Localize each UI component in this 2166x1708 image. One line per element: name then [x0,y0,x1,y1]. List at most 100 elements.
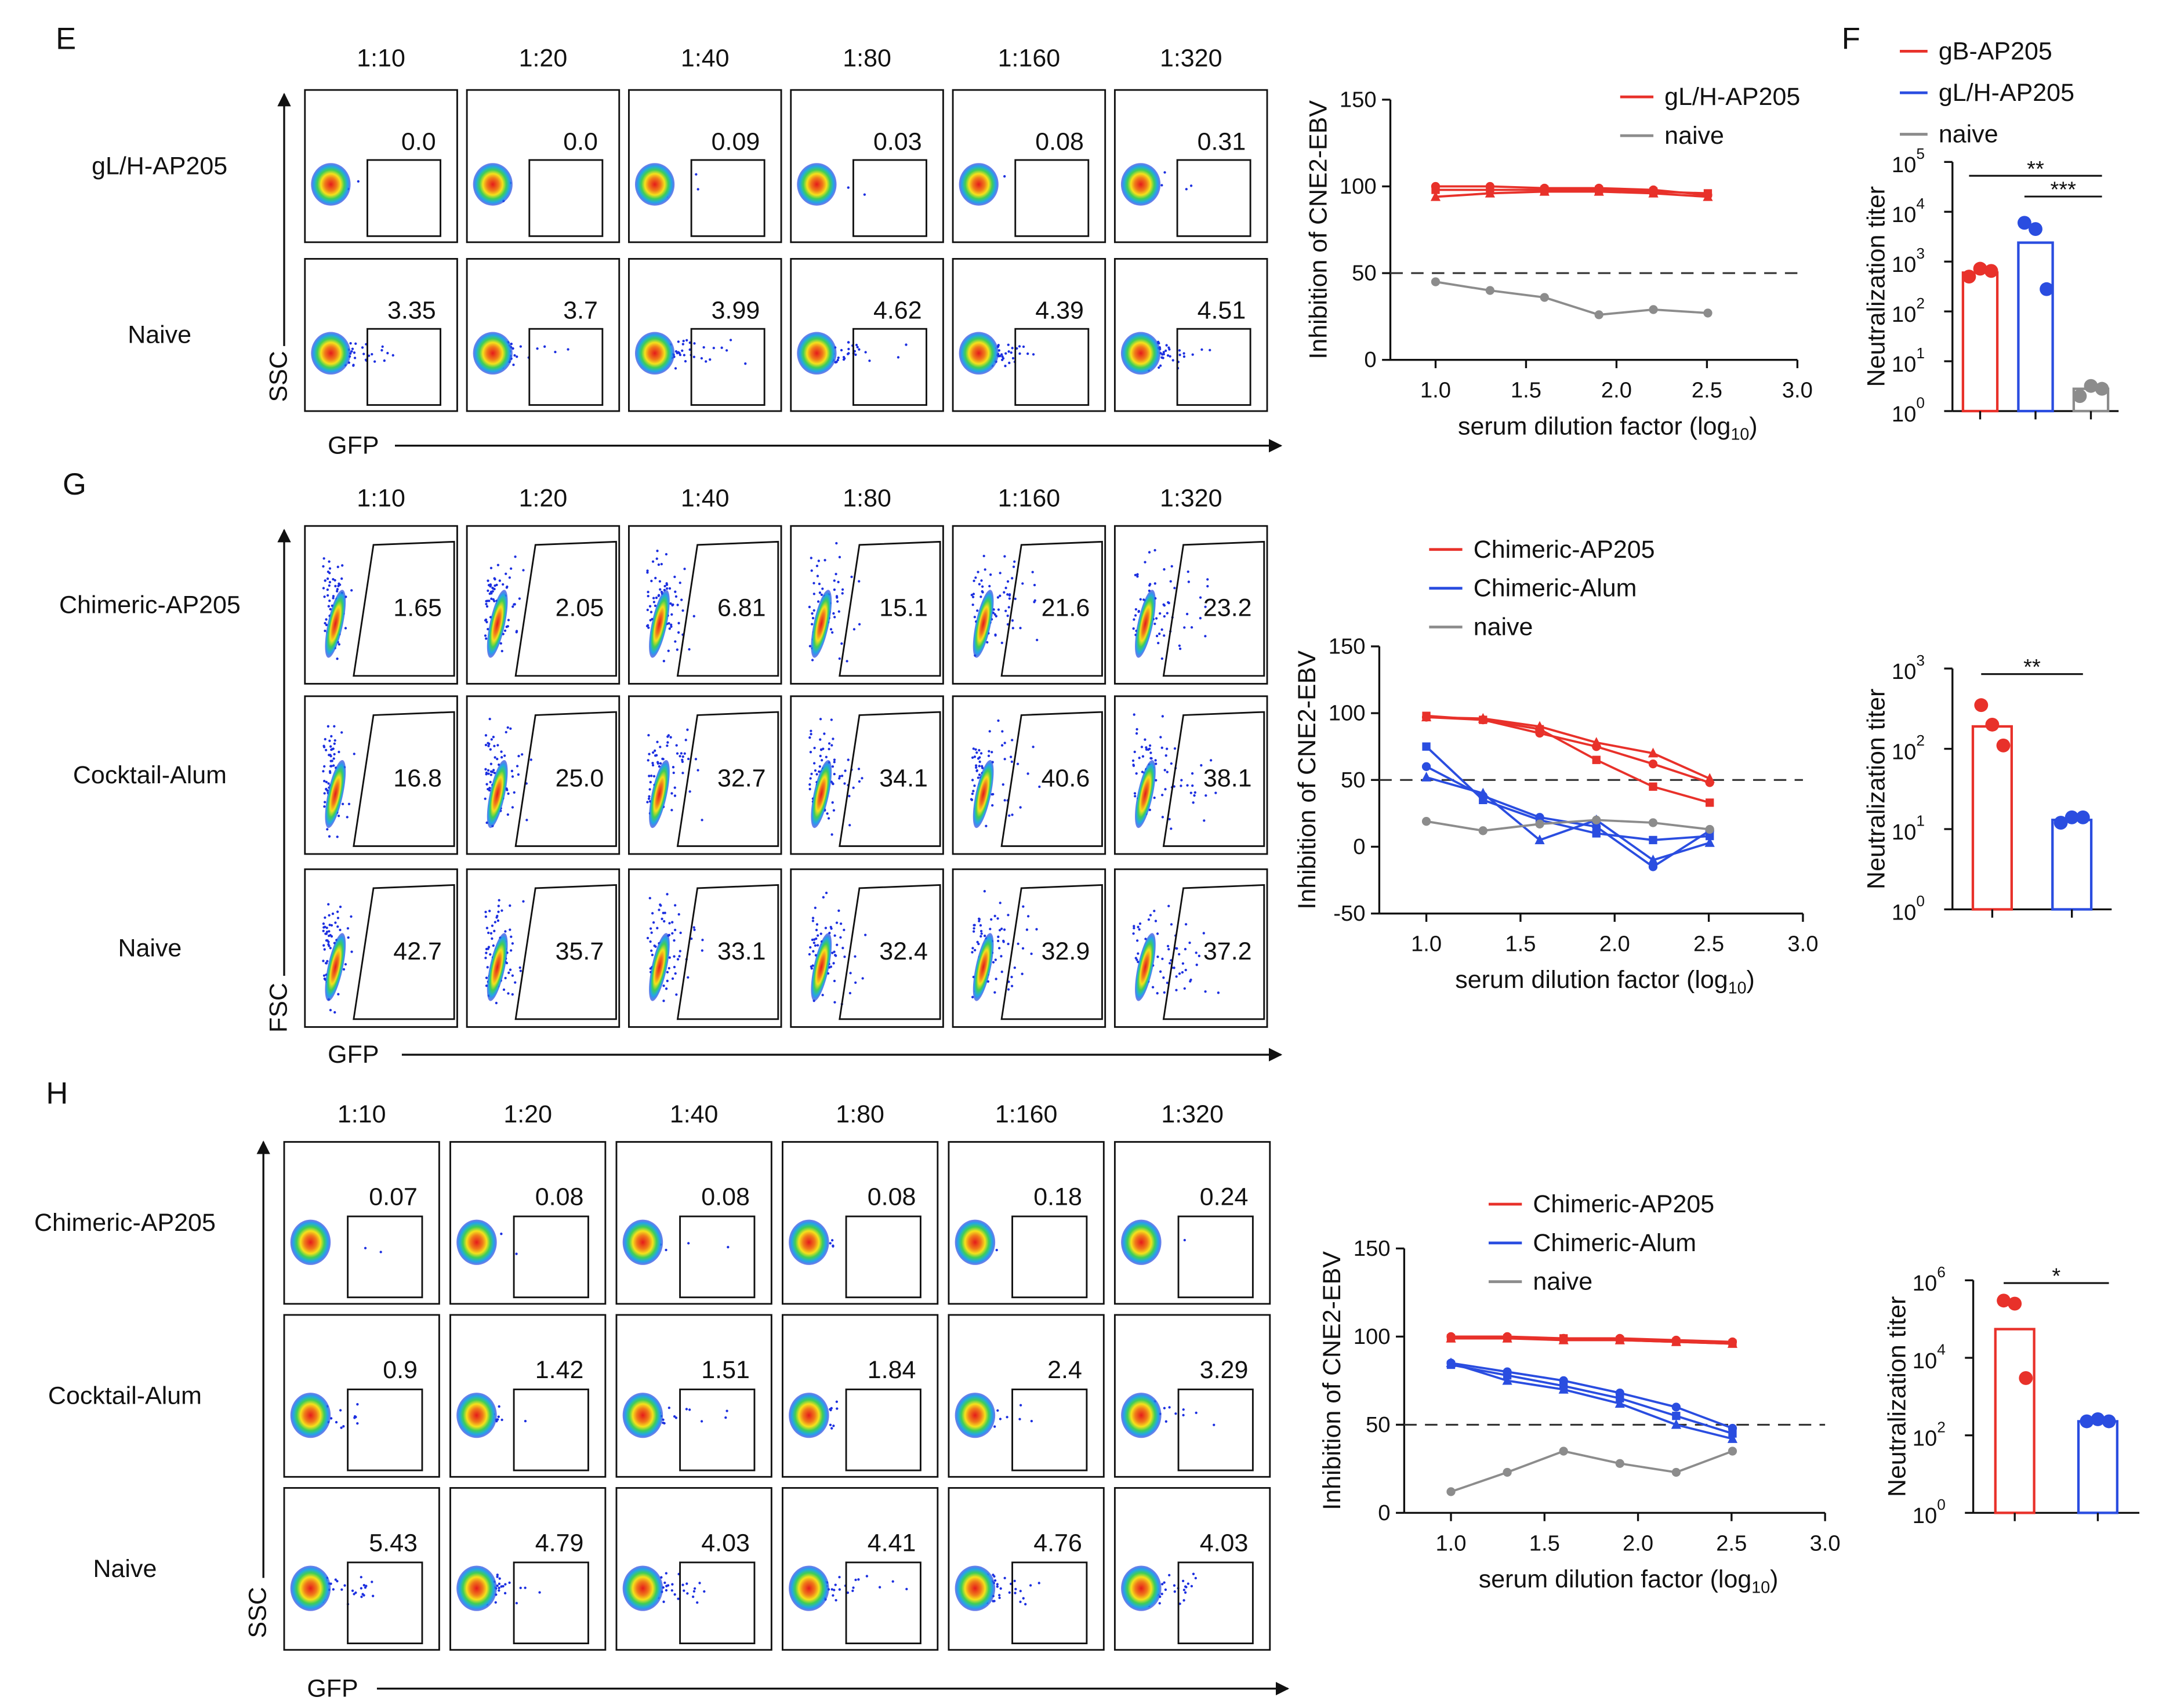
event-dot [497,910,500,913]
event-dot [654,576,657,580]
event-dot [685,339,688,342]
event-dot [1209,348,1211,352]
event-dot [498,1405,500,1408]
event-dot [681,755,684,758]
event-dot [1149,751,1152,754]
event-dot [325,623,328,627]
event-dot [500,1233,503,1235]
event-density [473,163,513,206]
flow-plot: 3.99 [628,258,782,412]
event-dot [693,928,696,931]
event-dot [324,622,326,625]
data-point [2091,1412,2105,1426]
event-dot [830,1427,833,1430]
event-dot [725,349,728,352]
gate-percent: 0.08 [701,1183,750,1211]
legend-label: gL/H-AP205 [1939,79,2074,107]
event-dot [841,592,844,595]
event-dot [1190,1585,1193,1588]
data-point [1706,798,1714,807]
event-dot [1162,351,1165,354]
event-dot [516,355,518,358]
event-dot [487,769,490,772]
event-dot [521,753,524,756]
event-dot [832,782,835,786]
y-tick-exponent: 0 [1916,892,1925,910]
event-dot [650,610,653,613]
event-dot [509,727,512,730]
row-label: Cocktail-Alum [48,1382,202,1410]
event-dot [488,717,491,721]
event-density [959,163,999,206]
event-dot [1000,971,1003,973]
data-point [1485,286,1495,295]
event-dot [979,929,983,933]
event-dot [847,341,850,344]
dilution-header: 1:80 [836,1100,884,1128]
gate-percent: 4.03 [701,1529,750,1557]
event-dot [322,744,325,747]
event-dot [676,604,679,606]
dilution-header: 1:10 [357,44,405,72]
event-dot [983,935,986,937]
event-dot [1160,657,1163,660]
event-dot [529,758,532,761]
event-dot [833,588,836,591]
event-dot [1018,345,1021,348]
event-dot [1032,746,1035,748]
event-dot [864,351,867,354]
event-density [797,163,837,206]
event-dot [693,1587,696,1590]
event-dot [327,940,330,943]
event-dot [342,1425,345,1428]
event-dot [670,792,673,795]
event-dot [524,1419,527,1423]
event-dot [727,1245,730,1249]
event-dot [673,786,676,789]
gate [1011,1215,1088,1299]
event-dot [1000,927,1003,931]
event-dot [973,616,977,619]
dilution-header: 1:20 [519,484,568,512]
event-dot [840,775,844,777]
event-dot [1159,970,1162,973]
event-dot [837,580,840,584]
flow-plot: 32.9 [952,868,1106,1028]
event-dot [1163,568,1166,571]
event-dot [978,748,981,752]
event-dot [511,942,514,945]
event-dot [1183,987,1186,990]
event-dot [703,1590,706,1593]
gate [513,1389,589,1471]
event-dot [686,1592,689,1595]
event-dot [1167,948,1170,951]
event-dot [665,1248,667,1252]
event-dot [1148,808,1151,812]
event-dot [1160,1593,1163,1596]
event-dot [998,929,1002,932]
y-tick-label: 150 [1340,87,1377,112]
x-axis-title-text: serum dilution factor (log [1458,412,1730,440]
event-dot [1153,548,1156,552]
flow-plot: 4.41 [782,1487,939,1651]
event-dot [1008,361,1011,365]
event-dot [854,955,857,958]
event-dot [1162,357,1164,359]
event-dot [518,597,521,600]
event-dot [346,927,350,930]
event-dot [670,613,673,616]
event-dot [489,762,493,765]
event-dot [673,965,676,969]
event-dot [819,718,822,721]
event-dot [1203,819,1206,822]
event-dot [813,746,816,750]
significance-label: ** [2027,157,2044,181]
event-dot [495,916,498,919]
event-dot [489,780,492,784]
event-dot [652,597,655,599]
event-dot [814,944,817,947]
y-tick-label: 100 [1892,394,1925,427]
data-point [1648,747,1659,758]
event-dot [1191,772,1194,775]
flow-plot: 4.39 [952,258,1106,412]
